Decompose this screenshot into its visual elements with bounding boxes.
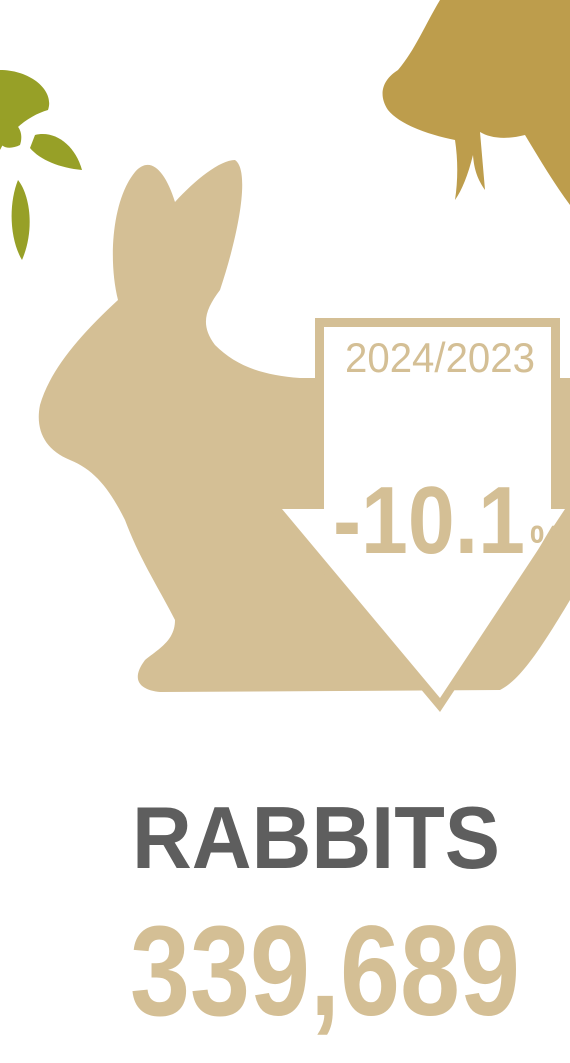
animal-count: 339,689 xyxy=(130,900,520,1043)
arrow xyxy=(262,318,570,712)
change-unit: % xyxy=(530,518,562,562)
leaves xyxy=(0,70,82,260)
period: 2024/2023 xyxy=(345,334,535,381)
animal-label: RABBITS xyxy=(132,788,500,887)
change: -10.1 xyxy=(333,467,525,574)
goat xyxy=(382,0,570,205)
